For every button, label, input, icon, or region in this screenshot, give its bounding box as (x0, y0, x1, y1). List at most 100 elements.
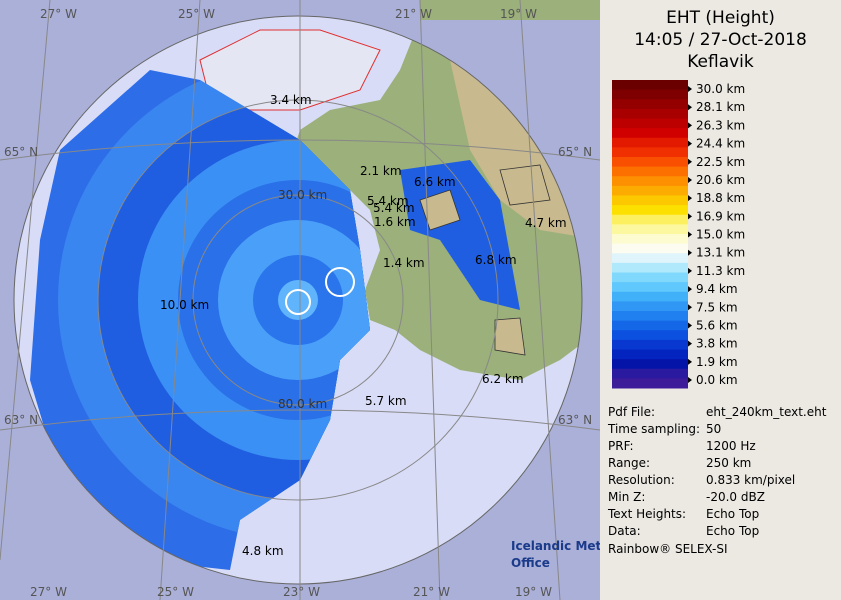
color-band (612, 368, 688, 379)
colorbar-label: 11.3 km (696, 264, 745, 278)
height-label: 5.4 km (373, 201, 415, 215)
colorbar-label: 3.8 km (696, 337, 738, 351)
lon-label: 19° W (500, 7, 537, 21)
color-band (612, 195, 688, 206)
info-key: Range: (608, 456, 651, 470)
lon-label: 21° W (413, 585, 450, 599)
logo-text: Office (511, 556, 550, 570)
lon-label: 27° W (30, 585, 67, 599)
height-label: 4.8 km (242, 544, 284, 558)
lat-label: 63° N (558, 413, 592, 427)
height-label: 1.6 km (374, 215, 416, 229)
color-band (612, 311, 688, 322)
colorbar-label: 24.4 km (696, 137, 745, 151)
info-row: Pdf File: eht_240km_text.eht (608, 405, 826, 419)
colorbar-label: 30.0 km (696, 82, 745, 96)
colorbar-label: 7.5 km (696, 300, 738, 314)
color-band (612, 262, 688, 273)
color-band (612, 224, 688, 235)
color-band (612, 157, 688, 168)
title: EHT (Height) (666, 8, 775, 28)
radar-map: 27° W 25° W 21° W 19° W 27° W 25° W 23° W 21° W… (0, 0, 600, 600)
color-band (612, 291, 688, 302)
info-key: Text Heights: (608, 507, 687, 521)
color-band (612, 137, 688, 148)
color-band (612, 339, 688, 350)
tick (688, 377, 692, 383)
tick (688, 158, 692, 165)
tick (688, 104, 692, 111)
height-label: 6.8 km (475, 253, 517, 267)
color-band (612, 166, 688, 177)
colorbar-label: 20.6 km (696, 173, 745, 187)
info-value: 1200 Hz (706, 439, 756, 453)
info-row: PRF: 1200 Hz (608, 439, 756, 453)
tick (688, 322, 692, 329)
color-band (612, 205, 688, 216)
tick (688, 358, 692, 365)
color-band (612, 330, 688, 341)
info-key: Time sampling: (608, 422, 701, 436)
colorbar-label: 18.8 km (696, 191, 745, 205)
colorbar-label: 26.3 km (696, 118, 745, 132)
colorbar-label: 15.0 km (696, 228, 745, 242)
lon-label: 25° W (157, 585, 194, 599)
info-row: Min Z: -20.0 dBZ (608, 490, 765, 504)
color-band (612, 272, 688, 283)
info-value: 0.833 km/pixel (706, 473, 796, 487)
color-band (612, 320, 688, 331)
colorbar-label: 13.1 km (696, 246, 745, 260)
side-panel: EHT (Height) 14:05 / 27-Oct-2018 Keflavi… (600, 0, 841, 600)
lat-label: 65° N (558, 145, 592, 159)
color-band (612, 349, 688, 360)
tick (688, 176, 692, 183)
color-band (612, 234, 688, 245)
info-value: 250 km (706, 456, 752, 470)
ring-label: 30.0 km (278, 188, 327, 202)
color-band (612, 282, 688, 293)
color-band (612, 128, 688, 139)
colorbar-label: 16.9 km (696, 209, 745, 223)
info-row: Time sampling: 50 (608, 422, 721, 436)
logo-text: Icelandic Met (511, 539, 600, 553)
color-band (612, 118, 688, 129)
height-label: 5.7 km (365, 394, 407, 408)
info-value: eht_240km_text.eht (706, 405, 827, 419)
info-key: Resolution: (608, 473, 675, 487)
info-key: Data: (608, 524, 641, 538)
height-label: 2.1 km (360, 164, 402, 178)
tick (688, 267, 692, 274)
info-key: Min Z: (608, 490, 646, 504)
info-key: Pdf File: (608, 405, 656, 419)
info-row: Range: 250 km (608, 456, 751, 470)
color-band (612, 89, 688, 100)
colorbar-label: 22.5 km (696, 155, 745, 169)
tick (688, 122, 692, 129)
tick (688, 249, 692, 256)
colorbar-label: 1.9 km (696, 355, 738, 369)
color-band (612, 243, 688, 254)
time: 14:05 / 27-Oct-2018 (634, 30, 807, 50)
info-value: Echo Top (706, 507, 760, 521)
color-band (612, 214, 688, 225)
info-value: 50 (706, 422, 722, 436)
lon-label: 19° W (515, 585, 552, 599)
info-row: Data: Echo Top (608, 524, 759, 538)
info-row: Resolution: 0.833 km/pixel (608, 473, 795, 487)
tick (688, 86, 692, 92)
color-band (612, 176, 688, 187)
tick (688, 286, 692, 293)
color-band (612, 185, 688, 196)
height-label: 4.7 km (525, 216, 567, 230)
lon-label: 23° W (283, 585, 320, 599)
height-label: 1.4 km (383, 256, 425, 270)
info-value: Echo Top (706, 524, 760, 538)
lon-label: 27° W (40, 7, 77, 21)
lat-label: 65° N (4, 145, 38, 159)
height-label: 5.4 km (367, 194, 409, 208)
info-value: -20.0 dBZ (706, 490, 765, 504)
color-band (612, 378, 688, 389)
tick (688, 231, 692, 238)
colorbar-label: 5.6 km (696, 318, 738, 332)
